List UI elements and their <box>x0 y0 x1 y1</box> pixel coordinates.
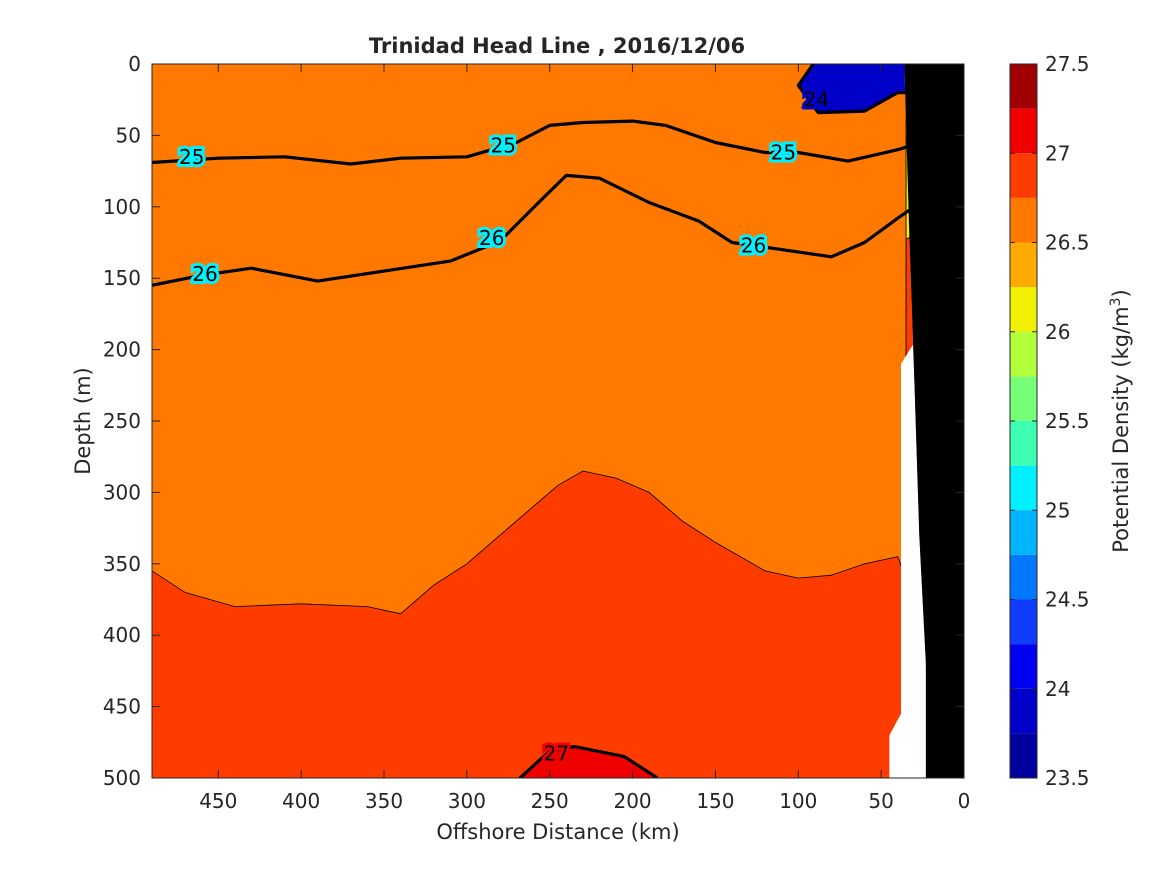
x-axis: 450 400 350 300 250 200 150 100 50 0 <box>199 64 970 813</box>
isopycnal-25 <box>152 119 932 166</box>
colorbar-label-main: Potential Density (kg/m <box>1109 306 1133 552</box>
y-axis: 0 50 100 150 200 250 300 350 400 450 500 <box>103 52 964 790</box>
y-axis-label: Depth (m) <box>71 367 95 474</box>
colorbar-tick-label: 26.5 <box>1045 231 1090 255</box>
isopycnal-27 <box>518 745 659 778</box>
isopycnal-24 <box>796 64 931 115</box>
colorbar: 27.5 27 26.5 26 25.5 25 24.5 24 23.5 <box>1009 52 1090 790</box>
y-tick-label: 200 <box>103 338 141 362</box>
colorbar-tick-label: 24.5 <box>1045 588 1090 612</box>
contour-label: 26 <box>479 226 504 250</box>
x-tick-label: 400 <box>282 789 320 813</box>
x-tick-label: 100 <box>779 789 817 813</box>
contour-label: 25 <box>179 145 204 169</box>
y-tick-label: 50 <box>116 123 141 147</box>
nodata-region <box>889 64 926 778</box>
colorbar-segment <box>1010 242 1037 288</box>
y-tick-label: 0 <box>128 52 141 76</box>
contour-label: 25 <box>491 133 516 157</box>
x-tick-label: 200 <box>613 789 651 813</box>
contour-label: 25 <box>771 141 796 165</box>
land-region <box>904 64 964 778</box>
y-tick-label: 100 <box>103 195 141 219</box>
colorbar-label-close: ) <box>1109 289 1133 297</box>
contour-label: 26 <box>741 233 766 257</box>
colorbar-tick-label: 25.5 <box>1045 409 1090 433</box>
colorbar-segment <box>1010 376 1037 421</box>
x-tick-label: 450 <box>199 789 237 813</box>
y-tick-label: 350 <box>103 552 141 576</box>
colorbar-segment <box>1010 688 1037 734</box>
contour-label-layer: 24 25 25 25 26 26 26 27 <box>176 85 832 769</box>
colorbar-segment <box>1010 421 1037 466</box>
x-tick-label: 300 <box>448 789 486 813</box>
x-axis-label: Offshore Distance (km) <box>436 820 679 844</box>
colorbar-label: Potential Density (kg/m3) <box>1108 289 1133 553</box>
x-tick-label: 250 <box>531 789 569 813</box>
colorbar-segment <box>1010 554 1037 600</box>
y-tick-label: 250 <box>103 409 141 433</box>
colorbar-segment <box>1010 153 1037 198</box>
colorbar-segment <box>1010 64 1037 109</box>
colorbar-tick-label: 25 <box>1045 498 1070 522</box>
x-tick-label: 0 <box>958 789 971 813</box>
colorbar-segment <box>1010 733 1037 778</box>
colorbar-segment <box>1010 331 1037 377</box>
colorbar-segment <box>1010 510 1037 555</box>
isopycnal-26 <box>152 173 932 287</box>
x-tick-label: 350 <box>365 789 403 813</box>
colorbar-segment <box>1010 644 1037 689</box>
y-tick-label: 150 <box>103 266 141 290</box>
colorbar-segment <box>1010 599 1037 645</box>
y-tick-label: 300 <box>103 480 141 504</box>
y-tick-label: 400 <box>103 623 141 647</box>
colorbar-segment <box>1010 287 1037 332</box>
y-tick-label: 500 <box>103 766 141 790</box>
colorbar-segment <box>1010 197 1037 243</box>
x-tick-label: 150 <box>696 789 734 813</box>
colorbar-tick-label: 26 <box>1045 320 1070 344</box>
isopycnal-line-layer <box>152 64 932 778</box>
x-tick-label: 50 <box>868 789 893 813</box>
colorbar-label-superscript: 3 <box>1108 297 1124 306</box>
colorbar-segment <box>1010 465 1037 511</box>
colorbar-tick-label: 23.5 <box>1045 766 1090 790</box>
colorbar-tick-label: 24 <box>1045 677 1070 701</box>
contour-label: 26 <box>192 262 217 286</box>
contour-label: 27 <box>544 742 569 766</box>
contour-label: 24 <box>804 88 829 112</box>
density-fill-layer <box>152 64 964 778</box>
density-band <box>152 64 907 615</box>
colorbar-tick-label: 27 <box>1045 141 1070 165</box>
chart-title: Trinidad Head Line , 2016/12/06 <box>369 34 745 58</box>
y-tick-label: 450 <box>103 695 141 719</box>
colorbar-segment <box>1010 108 1037 154</box>
plot-area: 24 25 25 25 26 26 26 27 <box>151 63 965 779</box>
colorbar-tick-label: 27.5 <box>1045 52 1090 76</box>
